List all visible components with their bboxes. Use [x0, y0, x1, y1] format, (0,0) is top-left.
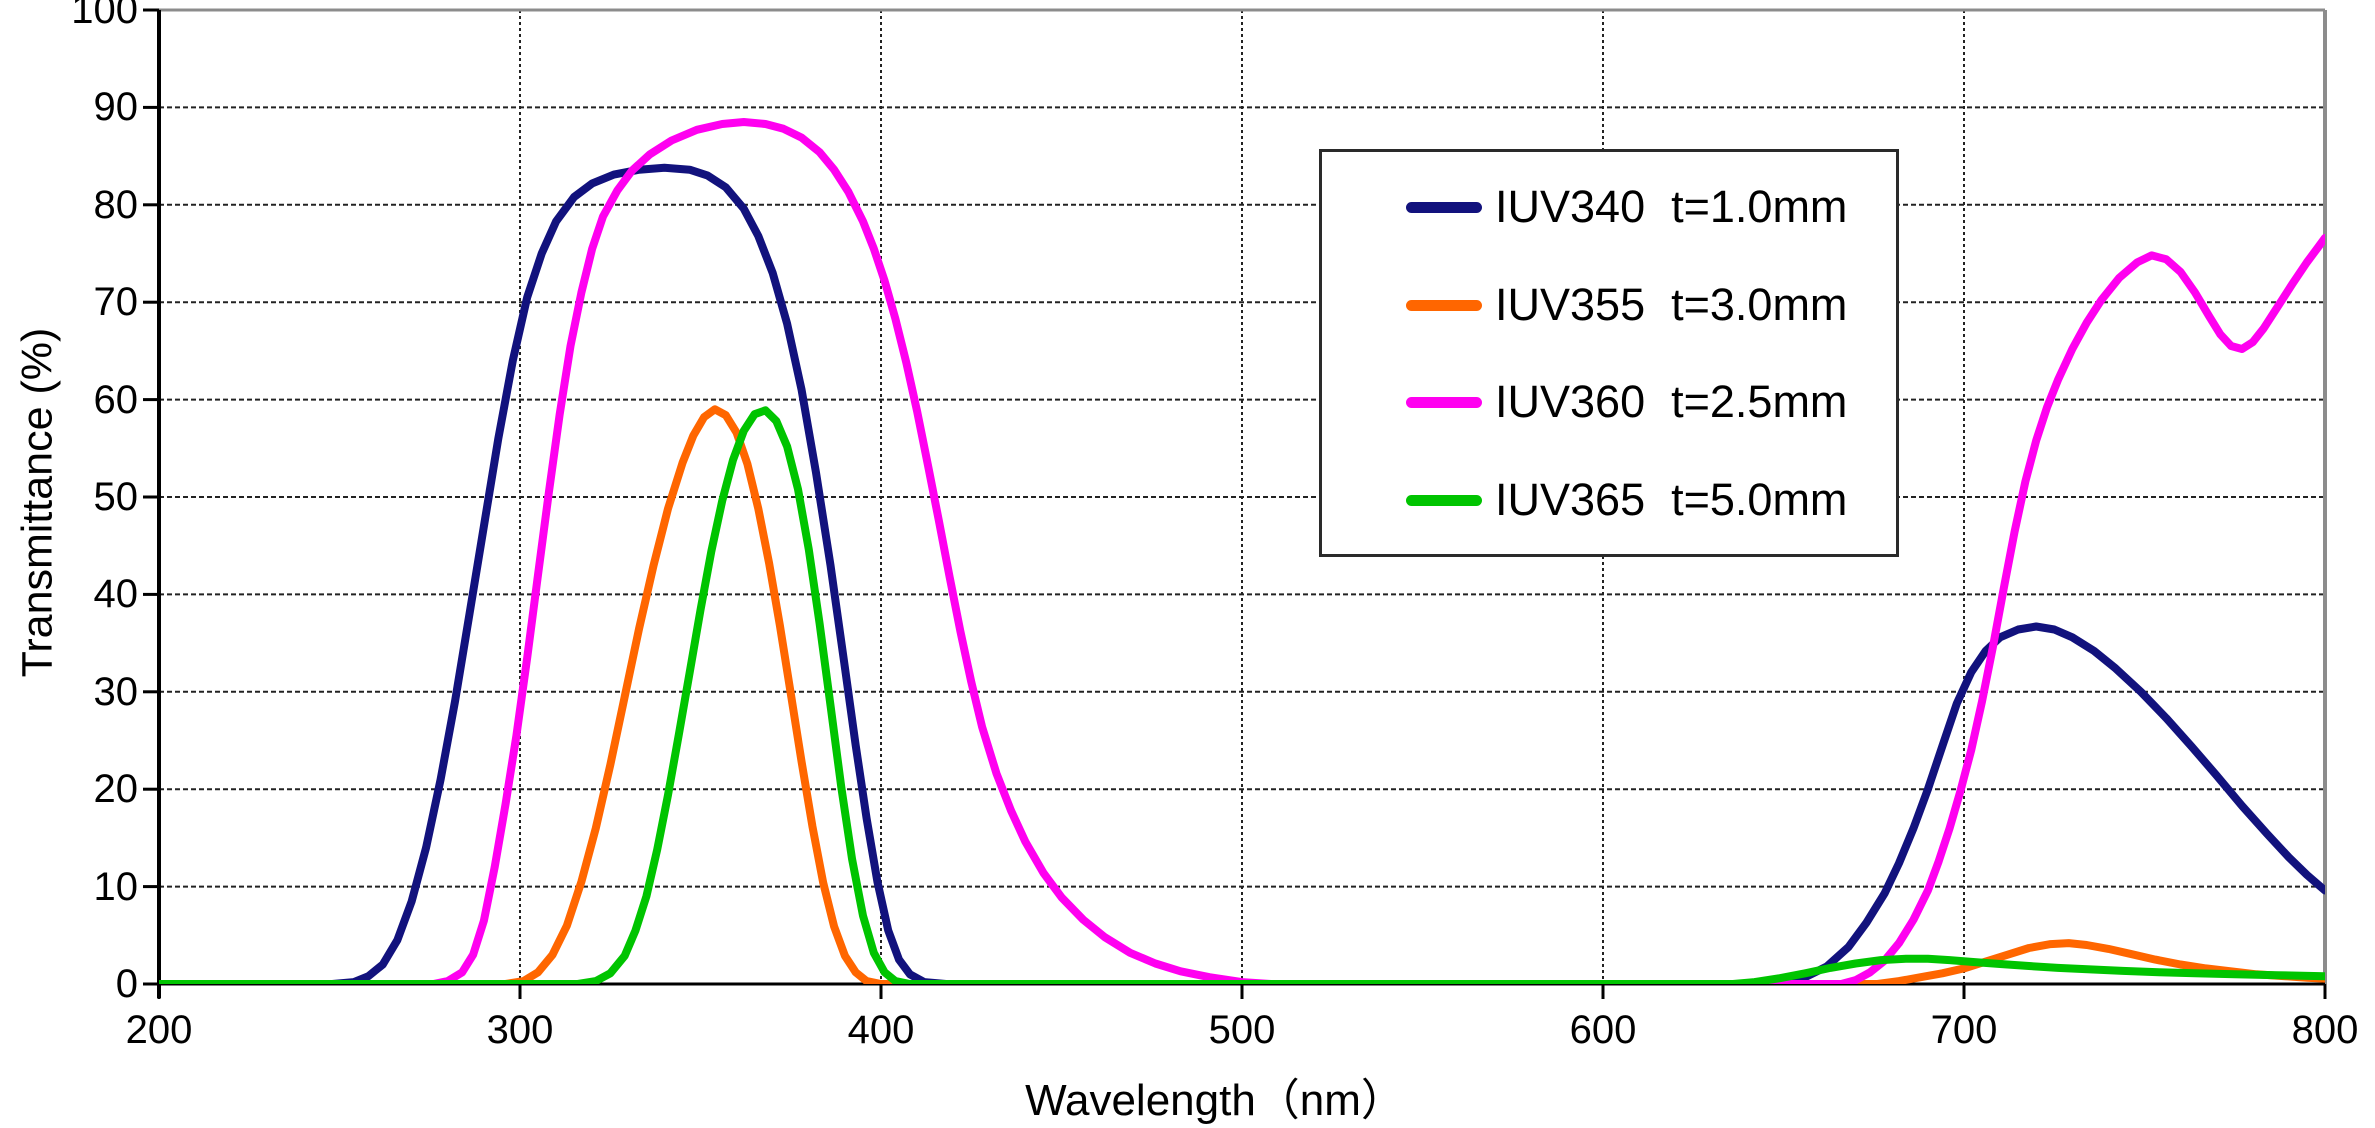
y-tick-label-0: 0 — [115, 962, 138, 1006]
y-tick-label-10: 10 — [93, 864, 139, 909]
legend-series-thickness: t=3.0mm — [1671, 279, 1848, 330]
y-tick-label-90: 90 — [93, 85, 139, 130]
x-tick-label-400: 400 — [847, 1008, 915, 1052]
legend-series-name: IUV360 — [1495, 376, 1646, 427]
x-tick-label-600: 600 — [1569, 1008, 1637, 1052]
legend-item-IUV340: IUV340 t=1.0mm — [1322, 184, 1896, 229]
legend-swatch-IUV355 — [1406, 300, 1482, 311]
legend-item-IUV365: IUV365 t=5.0mm — [1322, 477, 1896, 522]
legend-series-name: IUV355 — [1495, 279, 1646, 330]
legend-series-name: IUV340 — [1495, 181, 1646, 232]
legend-label-IUV365: IUV365 t=5.0mm — [1495, 477, 1847, 522]
legend-swatch-IUV340 — [1406, 202, 1482, 213]
x-axis-title: Wavelength（nm） — [1025, 1076, 1405, 1125]
y-tick-label-30: 30 — [93, 669, 139, 714]
x-tick-label-700: 700 — [1930, 1008, 1998, 1052]
y-tick-label-70: 70 — [93, 280, 139, 325]
x-tick-label-800: 800 — [2291, 1008, 2359, 1052]
legend-label-IUV355: IUV355 t=3.0mm — [1495, 282, 1847, 327]
y-tick-label-40: 40 — [93, 572, 139, 617]
curve-IUV365 — [159, 406, 2325, 984]
legend-series-thickness: t=2.5mm — [1671, 376, 1848, 427]
legend-series-thickness: t=5.0mm — [1671, 474, 1848, 525]
x-tick-label-200: 200 — [125, 1008, 193, 1052]
y-axis-title: Transmittance (%) — [13, 327, 62, 678]
legend-swatch-IUV365 — [1406, 495, 1482, 506]
x-tick-label-500: 500 — [1208, 1008, 1276, 1052]
y-tick-label-60: 60 — [93, 377, 139, 422]
legend-item-IUV355: IUV355 t=3.0mm — [1322, 282, 1896, 327]
legend-label-IUV340: IUV340 t=1.0mm — [1495, 184, 1847, 229]
curve-IUV360 — [159, 118, 2325, 984]
legend-series-name: IUV365 — [1495, 474, 1646, 525]
curve-IUV355 — [159, 405, 2325, 984]
y-tick-label-100: 100 — [71, 0, 138, 32]
legend-label-IUV360: IUV360 t=2.5mm — [1495, 379, 1847, 424]
curve-IUV340 — [159, 163, 2325, 984]
y-tick-label-20: 20 — [93, 767, 139, 812]
y-tick-label-80: 80 — [93, 182, 139, 227]
legend-item-IUV360: IUV360 t=2.5mm — [1322, 379, 1896, 424]
legend-swatch-IUV360 — [1406, 397, 1482, 408]
y-tick-label-50: 50 — [93, 475, 139, 519]
x-tick-label-300: 300 — [486, 1008, 554, 1052]
legend: IUV340 t=1.0mm IUV355 t=3.0mm IUV360 t=2.5mm I… — [1319, 149, 1899, 557]
legend-series-thickness: t=1.0mm — [1671, 181, 1848, 232]
